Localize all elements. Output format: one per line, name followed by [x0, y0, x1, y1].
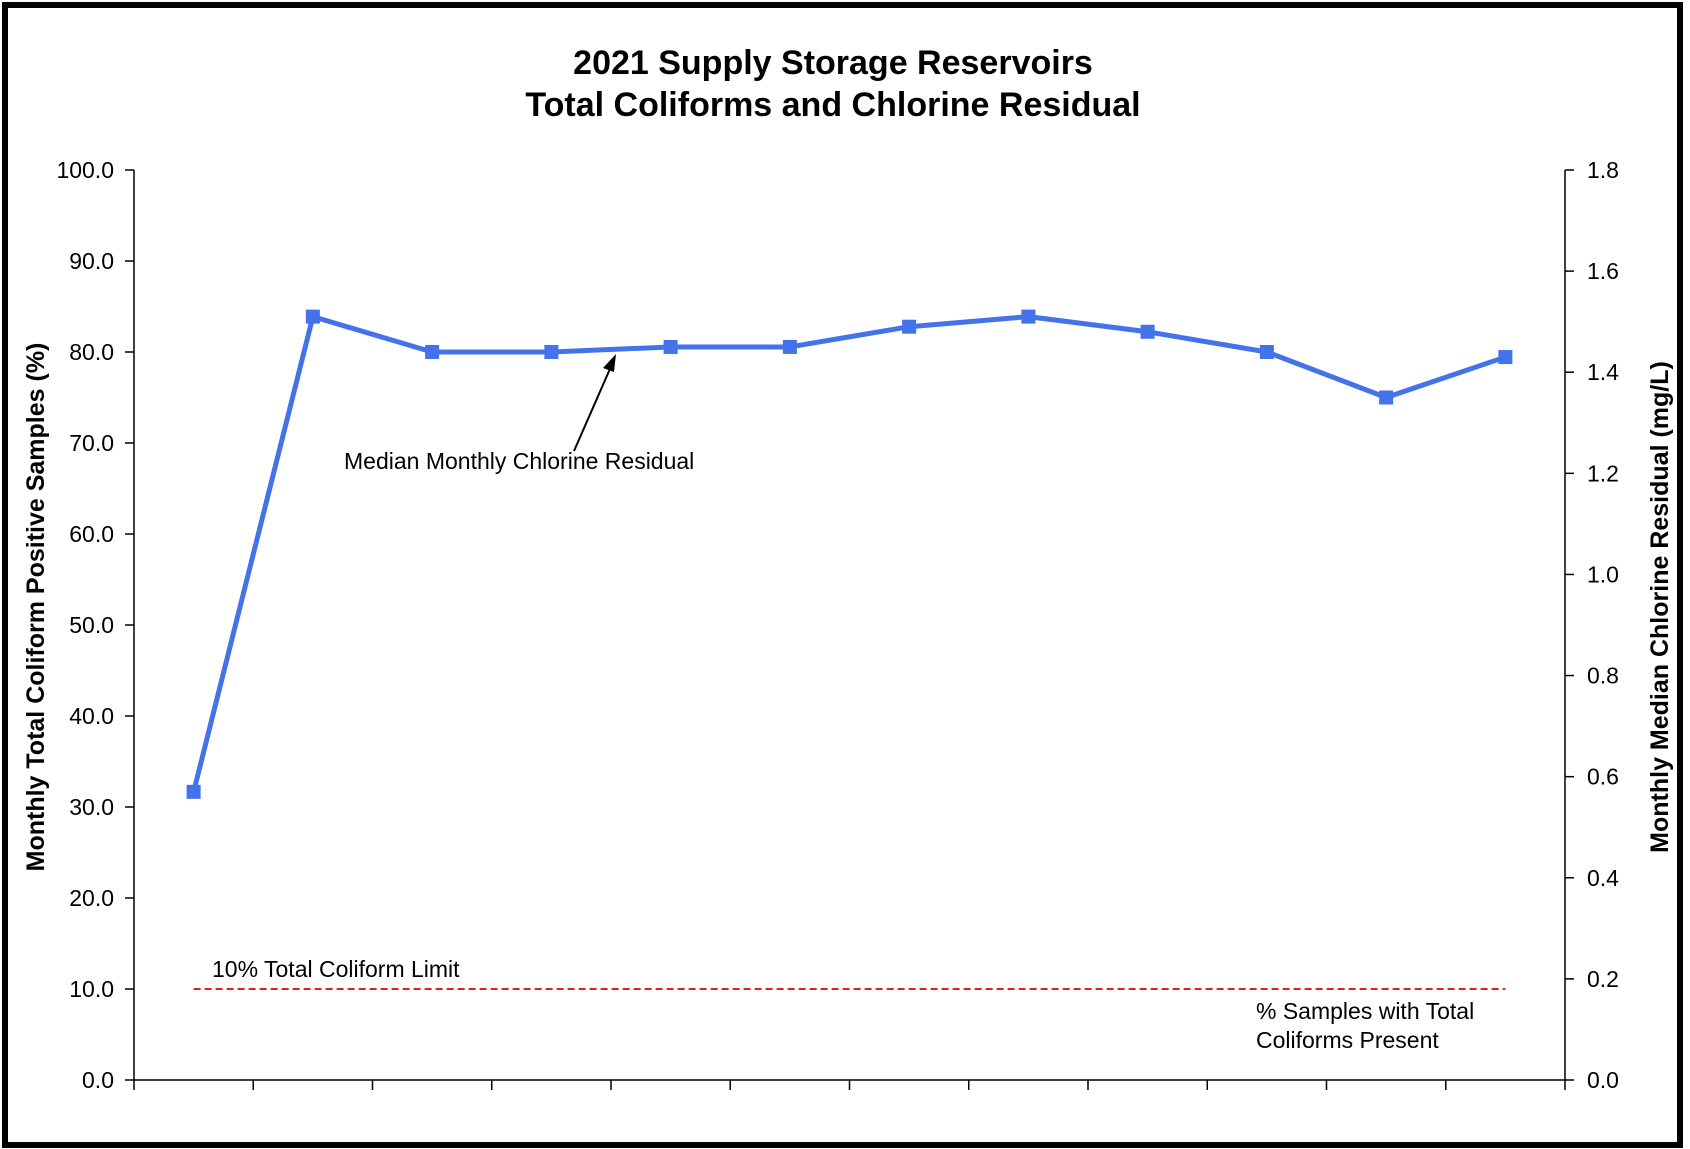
chlorine-annotation-arrow: [573, 361, 614, 452]
right-tick-label: 1.2: [1587, 460, 1619, 486]
right-tick-label: 1.4: [1587, 359, 1619, 385]
chlorine-point: [1259, 345, 1274, 359]
chlorine-annotation: Median Monthly Chlorine Residual: [344, 448, 694, 474]
samples-annotation-line-1: % Samples with Total: [1256, 998, 1474, 1024]
left-tick-label: 100.0: [56, 157, 114, 183]
left-tick-label: 70.0: [69, 430, 114, 456]
chlorine-point: [1379, 390, 1394, 405]
right-tick-label: 0.0: [1587, 1067, 1619, 1093]
right-tick-label: 1.8: [1587, 157, 1619, 183]
chart-title-line-1: 2021 Supply Storage Reservoirs: [573, 44, 1093, 82]
left-tick-label: 80.0: [69, 339, 114, 365]
chlorine-point: [902, 319, 917, 334]
chlorine-point: [663, 339, 678, 354]
left-tick-label: 20.0: [69, 885, 114, 911]
left-tick-label: 60.0: [69, 521, 114, 547]
chlorine-point: [425, 345, 440, 359]
chlorine-point: [1498, 350, 1513, 365]
left-tick-label: 90.0: [69, 248, 114, 274]
left-axis-title: Monthly Total Coliform Positive Samples …: [22, 343, 50, 872]
right-axis-title: Monthly Median Chlorine Residual (mg/L): [1646, 361, 1674, 853]
right-tick-label: 0.4: [1587, 865, 1619, 891]
chlorine-line: [191, 314, 1507, 793]
left-tick-label: 50.0: [69, 612, 114, 638]
left-tick-label: 40.0: [69, 703, 114, 729]
right-tick-label: 0.2: [1587, 966, 1619, 992]
samples-annotation-line-2: Coliforms Present: [1256, 1027, 1439, 1053]
right-tick-label: 1.0: [1587, 561, 1619, 587]
left-tick-label: 10.0: [69, 976, 114, 1002]
chlorine-point: [305, 309, 320, 324]
chart-title-line-2: Total Coliforms and Chlorine Residual: [525, 86, 1140, 124]
right-tick-label: 0.6: [1587, 764, 1619, 790]
chlorine-point: [544, 345, 559, 359]
right-tick-label: 0.8: [1587, 663, 1619, 689]
chlorine-point: [1140, 324, 1155, 339]
right-tick-label: 1.6: [1587, 258, 1619, 284]
right-ticks: 0.0 0.2 0.4 0.6 0.8 1.0 1.2 1.4 1.6 1.8: [1565, 157, 1619, 1093]
left-ticks: 0.0 10.0 20.0 30.0 40.0 50.0 60.0 70.0 80.0 90.0 1…: [56, 157, 134, 1093]
chlorine-series: [186, 309, 1513, 799]
chlorine-point: [782, 339, 797, 354]
chlorine-point: [186, 784, 201, 799]
left-tick-label: 30.0: [69, 794, 114, 820]
chlorine-annotation-arrowhead: [603, 354, 616, 372]
left-tick-label: 0.0: [82, 1067, 114, 1093]
coliform-limit-annotation: 10% Total Coliform Limit: [212, 956, 460, 982]
x-ticks: [133, 1080, 1566, 1090]
chlorine-point: [1021, 309, 1036, 324]
